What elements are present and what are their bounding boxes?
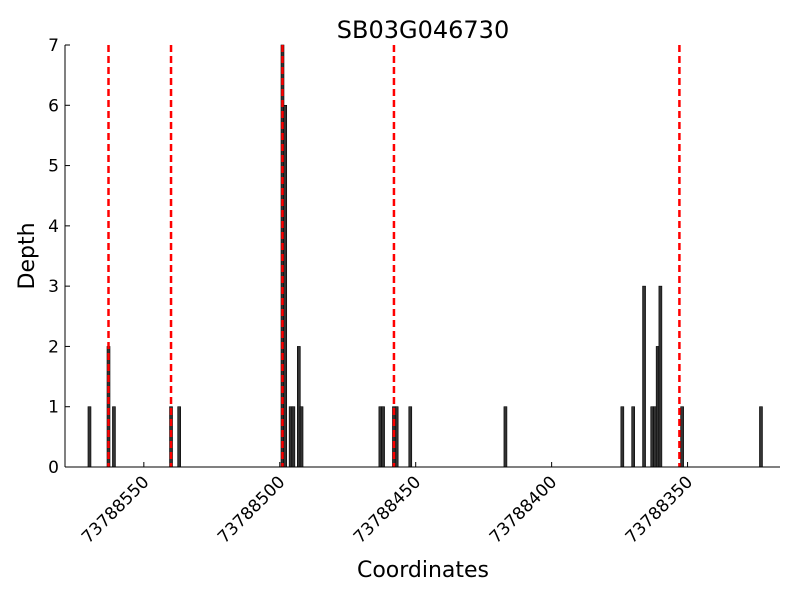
x-tick-label: 73788550 [78, 472, 153, 547]
x-tick-label: 73788400 [486, 472, 561, 547]
x-tick-label: 73788350 [622, 472, 697, 547]
y-tick-label: 5 [48, 157, 59, 177]
y-tick-label: 0 [48, 458, 59, 478]
y-tick-label: 4 [48, 217, 59, 237]
bar [177, 406, 181, 468]
bar-series [87, 44, 763, 468]
x-axis-ticks: 73788550 73788500 73788450 73788400 73788350 [78, 462, 697, 548]
x-axis-label: Coordinates [357, 558, 489, 583]
y-tick-label: 7 [48, 36, 59, 56]
bar [291, 406, 296, 468]
bar [112, 406, 116, 468]
y-axis-label: Depth [15, 222, 40, 289]
bar [394, 406, 399, 468]
bar [283, 104, 288, 468]
y-tick-label: 1 [48, 398, 59, 418]
bar [503, 406, 508, 468]
bar [759, 406, 763, 468]
bar [631, 406, 635, 468]
bar [680, 406, 684, 468]
bar [620, 406, 625, 468]
y-tick-label: 3 [48, 277, 59, 297]
bar [658, 285, 663, 468]
y-tick-label: 6 [48, 96, 59, 116]
axes [64, 45, 780, 468]
bar [381, 406, 385, 468]
bar [642, 285, 646, 468]
x-tick-label: 73788450 [350, 472, 425, 547]
bar [87, 406, 92, 468]
y-tick-label: 2 [48, 337, 59, 357]
exon-boundary-lines [107, 45, 681, 467]
bar [299, 406, 304, 468]
y-axis-ticks: 0 1 2 3 4 5 6 7 [48, 36, 70, 478]
chart-title: SB03G046730 [337, 16, 509, 44]
x-tick-label: 73788500 [214, 472, 289, 547]
bar [408, 406, 413, 468]
